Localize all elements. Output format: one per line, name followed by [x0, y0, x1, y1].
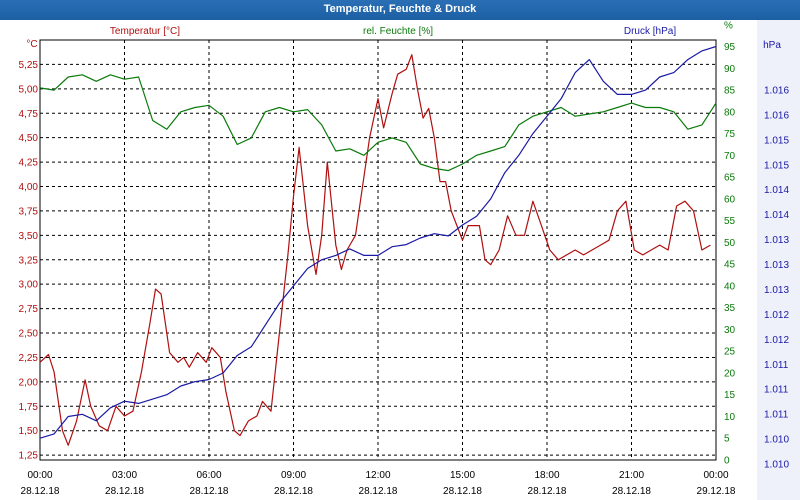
humidity-tick-label: 0	[724, 456, 730, 467]
pressure-unit-label: hPa	[763, 40, 781, 51]
humidity-tick-label: 70	[724, 151, 736, 162]
temperature-tick-label: 1,75	[19, 402, 39, 413]
temperature-unit-label: °C	[26, 39, 37, 50]
title-bar: Temperatur, Feuchte & Druck	[0, 0, 800, 20]
x-tick-time-label: 00:00	[27, 470, 52, 481]
x-tick-time-label: 15:00	[450, 470, 475, 481]
pressure-tick-label: 1.011	[764, 385, 789, 396]
humidity-tick-label: 85	[724, 86, 736, 97]
pressure-tick-label: 1.013	[764, 260, 789, 271]
x-tick-time-label: 21:00	[619, 470, 644, 481]
humidity-tick-label: 20	[724, 368, 736, 379]
humidity-axis-title: rel. Feuchte [%]	[363, 26, 433, 37]
pressure-axis-title: Druck [hPa]	[624, 26, 676, 37]
tick-labels: 00:00 28.12.18 03:00 28.12.18 06:00 28.12.18 0…	[19, 20, 790, 497]
pressure-tick-label: 1.010	[764, 460, 789, 471]
pressure-tick-label: 1.014	[764, 210, 789, 221]
pressure-tick-label: 1.012	[764, 335, 789, 346]
pressure-tick-label: 1.015	[764, 160, 789, 171]
temperature-tick-label: 5,00	[19, 84, 39, 95]
temperature-tick-label: 4,75	[19, 109, 39, 120]
humidity-tick-label: %	[724, 20, 733, 31]
humidity-tick-label: 35	[724, 303, 736, 314]
chart: 00:00 28.12.18 03:00 28.12.18 06:00 28.12.18 0…	[0, 20, 800, 500]
x-tick-time-label: 18:00	[534, 470, 559, 481]
x-tick-date-label: 28.12.18	[21, 486, 60, 497]
x-tick-date-label: 28.12.18	[105, 486, 144, 497]
temperature-tick-label: 1,25	[19, 451, 39, 462]
humidity-tick-label: 30	[724, 325, 736, 336]
x-tick-date-label: 29.12.18	[697, 486, 736, 497]
x-tick-time-label: 12:00	[365, 470, 390, 481]
x-tick-date-label: 28.12.18	[612, 486, 651, 497]
humidity-tick-label: 60	[724, 194, 736, 205]
pressure-tick-label: 1.012	[764, 310, 789, 321]
humidity-tick-label: 50	[724, 238, 736, 249]
humidity-tick-label: 25	[724, 347, 736, 358]
pressure-tick-label: 1.016	[764, 110, 789, 121]
grid	[40, 40, 716, 460]
temperature-tick-label: 3,00	[19, 280, 39, 291]
x-tick-time-label: 09:00	[281, 470, 306, 481]
x-tick-time-label: 00:00	[703, 470, 728, 481]
humidity-tick-label: 55	[724, 216, 736, 227]
humidity-tick-label: 15	[724, 390, 736, 401]
pressure-axis-panel	[757, 20, 800, 500]
humidity-tick-label: 10	[724, 412, 736, 423]
temperature-tick-label: 2,00	[19, 377, 39, 388]
humidity-tick-label: 40	[724, 281, 736, 292]
x-tick-date-label: 28.12.18	[528, 486, 567, 497]
pressure-tick-label: 1.010	[764, 435, 789, 446]
temperature-tick-label: 2,50	[19, 329, 39, 340]
temperature-axis-title: Temperatur [°C]	[110, 26, 180, 37]
pressure-tick-label: 1.011	[764, 410, 789, 421]
x-tick-date-label: 28.12.18	[274, 486, 313, 497]
temperature-tick-label: 4,00	[19, 182, 39, 193]
humidity-series-line	[39, 74, 717, 172]
temperature-tick-label: 5,25	[19, 60, 39, 71]
temperature-tick-label: 3,75	[19, 206, 39, 217]
humidity-tick-label: 45	[724, 260, 736, 271]
pressure-tick-label: 1.013	[764, 285, 789, 296]
pressure-tick-label: 1.016	[764, 86, 789, 97]
temperature-tick-label: 1,50	[19, 426, 39, 437]
pressure-tick-label: 1.014	[764, 185, 789, 196]
pressure-tick-label: 1.013	[764, 235, 789, 246]
pressure-tick-label: 1.015	[764, 135, 789, 146]
x-tick-time-label: 03:00	[112, 470, 137, 481]
humidity-tick-label: 95	[724, 42, 736, 53]
temperature-tick-label: 2,25	[19, 353, 39, 364]
humidity-tick-label: 5	[724, 434, 730, 445]
x-tick-time-label: 06:00	[196, 470, 221, 481]
temperature-tick-label: 4,50	[19, 133, 39, 144]
temperature-tick-label: 4,25	[19, 158, 39, 169]
humidity-tick-label: 75	[724, 129, 736, 140]
window-title: Temperatur, Feuchte & Druck	[323, 3, 477, 15]
series-layer	[39, 45, 717, 446]
humidity-tick-label: 65	[724, 173, 736, 184]
x-tick-date-label: 28.12.18	[443, 486, 482, 497]
pressure-tick-label: 1.011	[764, 360, 789, 371]
x-tick-date-label: 28.12.18	[359, 486, 398, 497]
humidity-tick-label: 90	[724, 64, 736, 75]
pressure-series-line	[39, 45, 717, 439]
temperature-series-line	[39, 54, 711, 446]
x-tick-date-label: 28.12.18	[190, 486, 229, 497]
plot-frame	[39, 39, 717, 461]
temperature-tick-label: 3,25	[19, 255, 39, 266]
humidity-tick-label: 80	[724, 107, 736, 118]
temperature-tick-label: 2,75	[19, 304, 39, 315]
temperature-tick-label: 3,50	[19, 231, 39, 242]
